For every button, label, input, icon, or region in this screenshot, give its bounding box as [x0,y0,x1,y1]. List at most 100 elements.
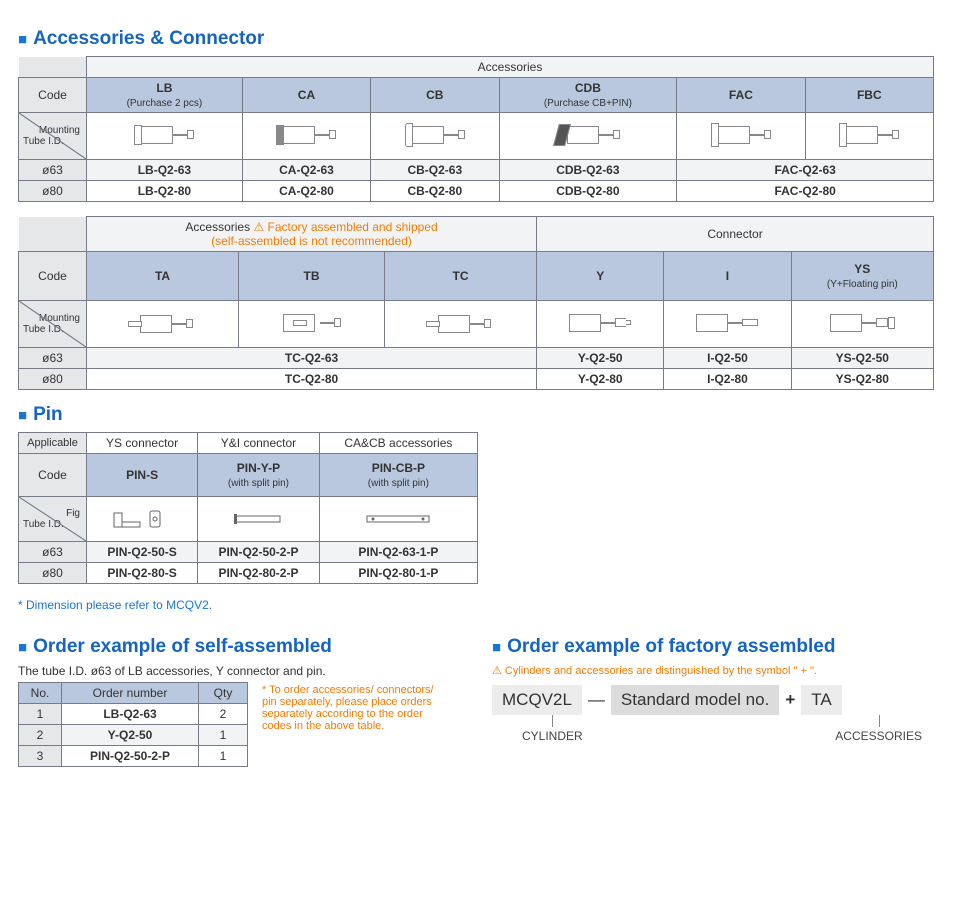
formula-cylinder: MCQV2L [492,685,582,715]
col-code-fac: FAC [677,78,805,113]
size-80: ø80 [19,181,87,202]
v: YS-Q2-50 [791,348,933,369]
self-order-table: No. Order number Qty 1 LB-Q2-63 2 2 Y-Q2… [18,682,248,767]
pin-table: Applicable YS connector Y&I connector CA… [18,432,478,584]
code-sub: (Purchase 2 pcs) [127,98,203,109]
mount-fig-tc [384,301,536,348]
mount-fig-y [537,301,664,348]
label-tube: Tube I.D. [23,136,80,147]
v: FAC-Q2-80 [677,181,934,202]
mount-fig-fac [677,113,805,160]
h-qty: Qty [199,683,248,704]
rowlabel-code: Code [19,252,87,301]
rowlabel-applicable: Applicable [19,433,87,454]
formula-acc: TA [801,685,841,715]
qty: 1 [199,725,248,746]
code-text: FAC [729,88,753,102]
no: 3 [19,746,62,767]
v: PIN-Q2-50-2-P [198,542,320,563]
col-code-ys: YS(Y+Floating pin) [791,252,933,301]
size-80: ø80 [19,563,87,584]
code-sub: (Purchase CB+PIN) [544,98,632,109]
rowlabel-code: Code [19,454,87,497]
mount-fig-tb [239,301,385,348]
rowlabel-mounting: Mounting Tube I.D. [19,113,87,160]
pin-fig-cbp [319,497,477,542]
mount-fig-ta [87,301,239,348]
code-text: FBC [857,88,882,102]
v: PIN-Q2-80-S [87,563,198,584]
h-order: Order number [62,683,199,704]
code-text: CA [298,88,315,102]
pin-fig-s [87,497,198,542]
mount-fig-ca [242,113,370,160]
mount-fig-fbc [805,113,933,160]
col-code-y: Y [537,252,664,301]
order: PIN-Q2-50-2-P [62,746,199,767]
app-cacb: CA&CB accessories [319,433,477,454]
v: LB-Q2-80 [87,181,243,202]
pin-footnote: * Dimension please refer to MCQV2. [18,598,936,612]
v: CDB-Q2-63 [499,160,677,181]
mount-fig-i [664,301,791,348]
v: PIN-Q2-63-1-P [319,542,477,563]
size-80: ø80 [19,369,87,390]
section-title-accessories: Accessories & Connector [18,28,936,50]
code-text: LB [156,81,172,95]
v: FAC-Q2-63 [677,160,934,181]
col-code-cb: CB [371,78,499,113]
app-ys: YS connector [87,433,198,454]
v: CB-Q2-63 [371,160,499,181]
v: Y-Q2-80 [537,369,664,390]
factory-warn: ⚠ Cylinders and accessories are distingu… [492,664,936,677]
mount-fig-cb [371,113,499,160]
accessories-table: Accessories Code LB(Purchase 2 pcs) CA C… [18,56,934,202]
v: TC-Q2-63 [87,348,537,369]
col-code-ca: CA [242,78,370,113]
size-63: ø63 [19,348,87,369]
v: PIN-Q2-80-2-P [198,563,320,584]
group-header-factory: Accessories ⚠ Factory assembled and ship… [87,217,537,252]
t: Accessories [185,220,250,234]
self-order-note: * To order accessories/ connectors/ pin … [262,684,442,732]
col-code-tb: TB [239,252,385,301]
col-code-cdb: CDB (Purchase CB+PIN) [499,78,677,113]
v: I-Q2-80 [664,369,791,390]
formula-plus: + [785,690,795,710]
label-mounting: Mounting [23,125,80,136]
col-code-fbc: FBC [805,78,933,113]
code-text: CDB [575,81,601,95]
v: PIN-Q2-80-1-P [319,563,477,584]
corner-blank [19,217,87,252]
label-cylinder: CYLINDER [522,729,583,743]
section-title-pin: Pin [18,404,936,426]
no: 2 [19,725,62,746]
formula-labels: CYLINDER ACCESSORIES [492,729,936,743]
app-yi: Y&I connector [198,433,320,454]
v: CA-Q2-63 [242,160,370,181]
order-formula: MCQV2L — Standard model no. + TA [492,685,936,715]
v: CB-Q2-80 [371,181,499,202]
v: TC-Q2-80 [87,369,537,390]
qty: 2 [199,704,248,725]
size-63: ø63 [19,160,87,181]
mount-fig-ys [791,301,933,348]
formula-dash: — [588,690,605,710]
group-header-connector: Connector [537,217,934,252]
mount-fig-cdb [499,113,677,160]
col-code-lb: LB (Purchase 2 pcs) [87,78,243,113]
order: Y-Q2-50 [62,725,199,746]
self-order-sub: The tube I.D. ø63 of LB accessories, Y c… [18,664,462,678]
code-text: CB [426,88,443,102]
section-title-factory-order: Order example of factory assembled [492,636,936,658]
col-code-ta: TA [87,252,239,301]
warn-text: (self-assembled is not recommended) [211,234,412,248]
order: LB-Q2-63 [62,704,199,725]
v: LB-Q2-63 [87,160,243,181]
connector-table: Accessories ⚠ Factory assembled and ship… [18,216,934,390]
col-code-tc: TC [384,252,536,301]
rowlabel-mounting: Mounting Tube I.D. [19,301,87,348]
col-pin-cbp: PIN-CB-P(with split pin) [319,454,477,497]
v: CA-Q2-80 [242,181,370,202]
size-63: ø63 [19,542,87,563]
